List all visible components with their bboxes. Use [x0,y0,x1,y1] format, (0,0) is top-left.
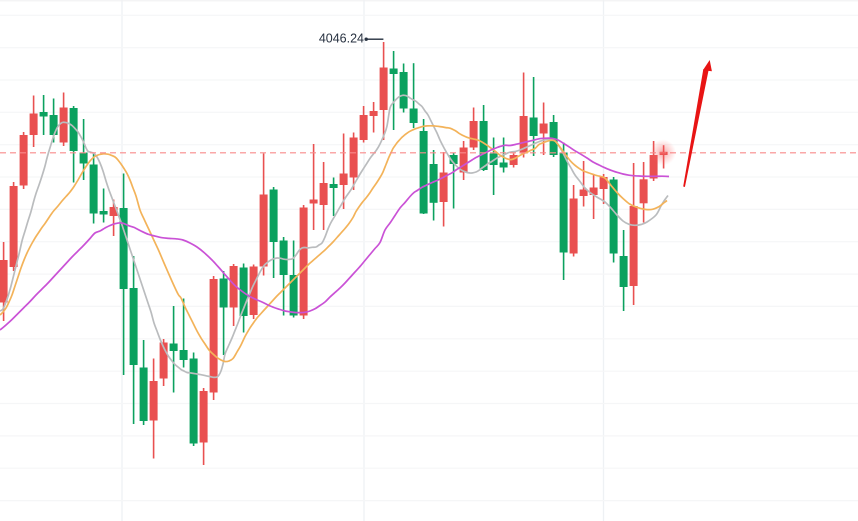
svg-text:4046.24: 4046.24 [319,32,364,46]
